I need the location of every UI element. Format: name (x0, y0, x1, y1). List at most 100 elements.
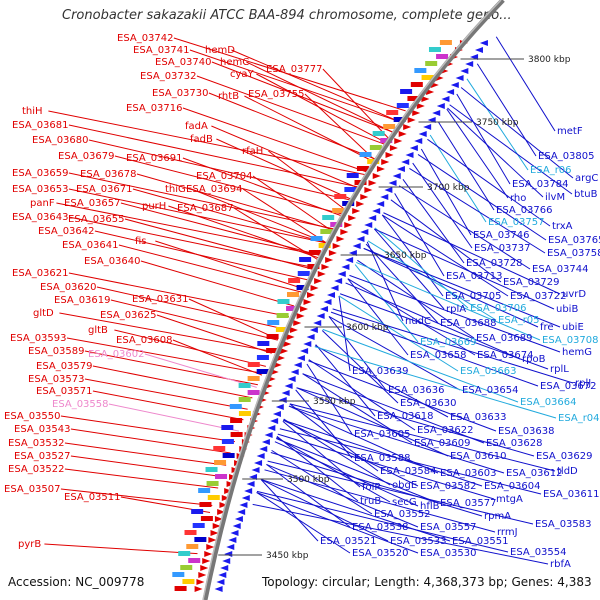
feature-block (184, 530, 197, 535)
leader-line (256, 492, 419, 554)
leader-line (417, 154, 547, 241)
leader-line (390, 199, 502, 283)
leader-line (476, 63, 537, 157)
gene-label: ESA_03653 (12, 184, 69, 195)
feature-arrow (212, 523, 221, 529)
feature-block (215, 474, 228, 479)
gene-label: ESA_03625 (100, 310, 157, 321)
feature-arrow (228, 537, 237, 543)
gene-label: rbfA (550, 559, 571, 570)
leader-line (339, 293, 549, 370)
feature-block (230, 432, 243, 437)
feature-arrow (409, 145, 418, 151)
gene-label: ESA_03639 (352, 366, 409, 377)
feature-block (247, 362, 260, 367)
leader-line (246, 61, 393, 133)
gene-label: ESA_03584 (380, 466, 437, 477)
leader-line (140, 260, 295, 307)
leader-line (356, 261, 541, 341)
leader-line (114, 155, 343, 215)
feature-arrow (220, 565, 229, 571)
gene-label: fre (540, 322, 554, 333)
gene-label: argC (575, 173, 598, 184)
gene-label: ESA_03671 (76, 184, 133, 195)
leader-line (367, 240, 497, 321)
gene-label: ESA_03608 (116, 335, 173, 346)
feature-block (439, 40, 452, 45)
feature-arrow (200, 565, 209, 571)
feature-block (267, 320, 280, 325)
gene-label: rrmJ (497, 527, 518, 538)
gene-label: ESA_03611 (543, 489, 600, 500)
gene-label: ESA_03657 (64, 198, 121, 209)
gene-label: ESA_03728 (466, 258, 523, 269)
gene-label: uvrD (562, 289, 586, 300)
leader-line (447, 107, 544, 198)
feature-arrow (384, 187, 393, 193)
gene-label: ESA_03737 (474, 243, 531, 254)
feature-arrow (283, 341, 292, 347)
feature-arrow (446, 89, 455, 95)
gene-label: hflB (420, 501, 440, 512)
leader-line (402, 178, 465, 264)
feature-block (400, 89, 413, 94)
feature-block (307, 264, 320, 269)
feature-arrow (296, 313, 305, 319)
leader-line (345, 282, 521, 360)
leader-line (66, 337, 263, 374)
gene-label: ESA_03552 (374, 509, 431, 520)
leader-line (211, 61, 393, 133)
feature-arrow (264, 432, 273, 438)
feature-arrow (241, 495, 250, 501)
leader-line (289, 403, 556, 472)
feature-block (322, 215, 335, 220)
feature-arrow (321, 264, 330, 270)
feature-block (414, 68, 427, 73)
feature-block (332, 208, 345, 213)
gene-label: ESA_03766 (496, 205, 553, 216)
leader-line (446, 108, 509, 199)
feature-block (172, 572, 185, 577)
leader-line (349, 274, 561, 353)
feature-arrow (388, 180, 397, 186)
leader-line (374, 227, 469, 309)
feature-arrow (405, 152, 414, 158)
leader-line (276, 436, 391, 503)
leader-line (283, 419, 419, 487)
kbp-tick-label: 3450 kbp (266, 551, 309, 561)
gene-label: hemG (562, 347, 592, 358)
feature-arrow (224, 551, 233, 557)
feature-block (247, 390, 260, 395)
gene-label: ESA_03538 (352, 522, 409, 533)
feature-arrow (293, 362, 302, 368)
gene-label: ESA_03554 (510, 547, 567, 558)
gene-label: thiH (22, 106, 43, 117)
leader-line (374, 228, 555, 310)
gene-label: ESA_03520 (352, 548, 409, 559)
leader-line (132, 188, 327, 244)
feature-arrow (310, 285, 319, 291)
feature-block (383, 124, 396, 129)
feature-arrow (436, 103, 445, 109)
feature-block (238, 411, 251, 416)
feature-arrow (403, 124, 412, 130)
feature-block (178, 551, 191, 556)
feature-block (182, 579, 195, 584)
feature-block (344, 187, 357, 192)
feature-block (238, 397, 251, 402)
feature-arrow (290, 369, 299, 375)
feature-arrow (244, 488, 253, 494)
feature-arrow (239, 502, 248, 508)
feature-arrow (230, 530, 239, 536)
leader-line (244, 95, 374, 163)
gene-label: ESA_03740 (155, 57, 212, 68)
gene-label: rhtB (218, 91, 239, 102)
feature-block (256, 369, 269, 374)
leader-line (328, 316, 387, 391)
feature-block (369, 145, 382, 150)
feature-arrow (421, 96, 430, 102)
leader-line (495, 36, 556, 132)
leader-line (381, 214, 509, 297)
leader-line (92, 365, 253, 399)
feature-block (256, 355, 269, 360)
